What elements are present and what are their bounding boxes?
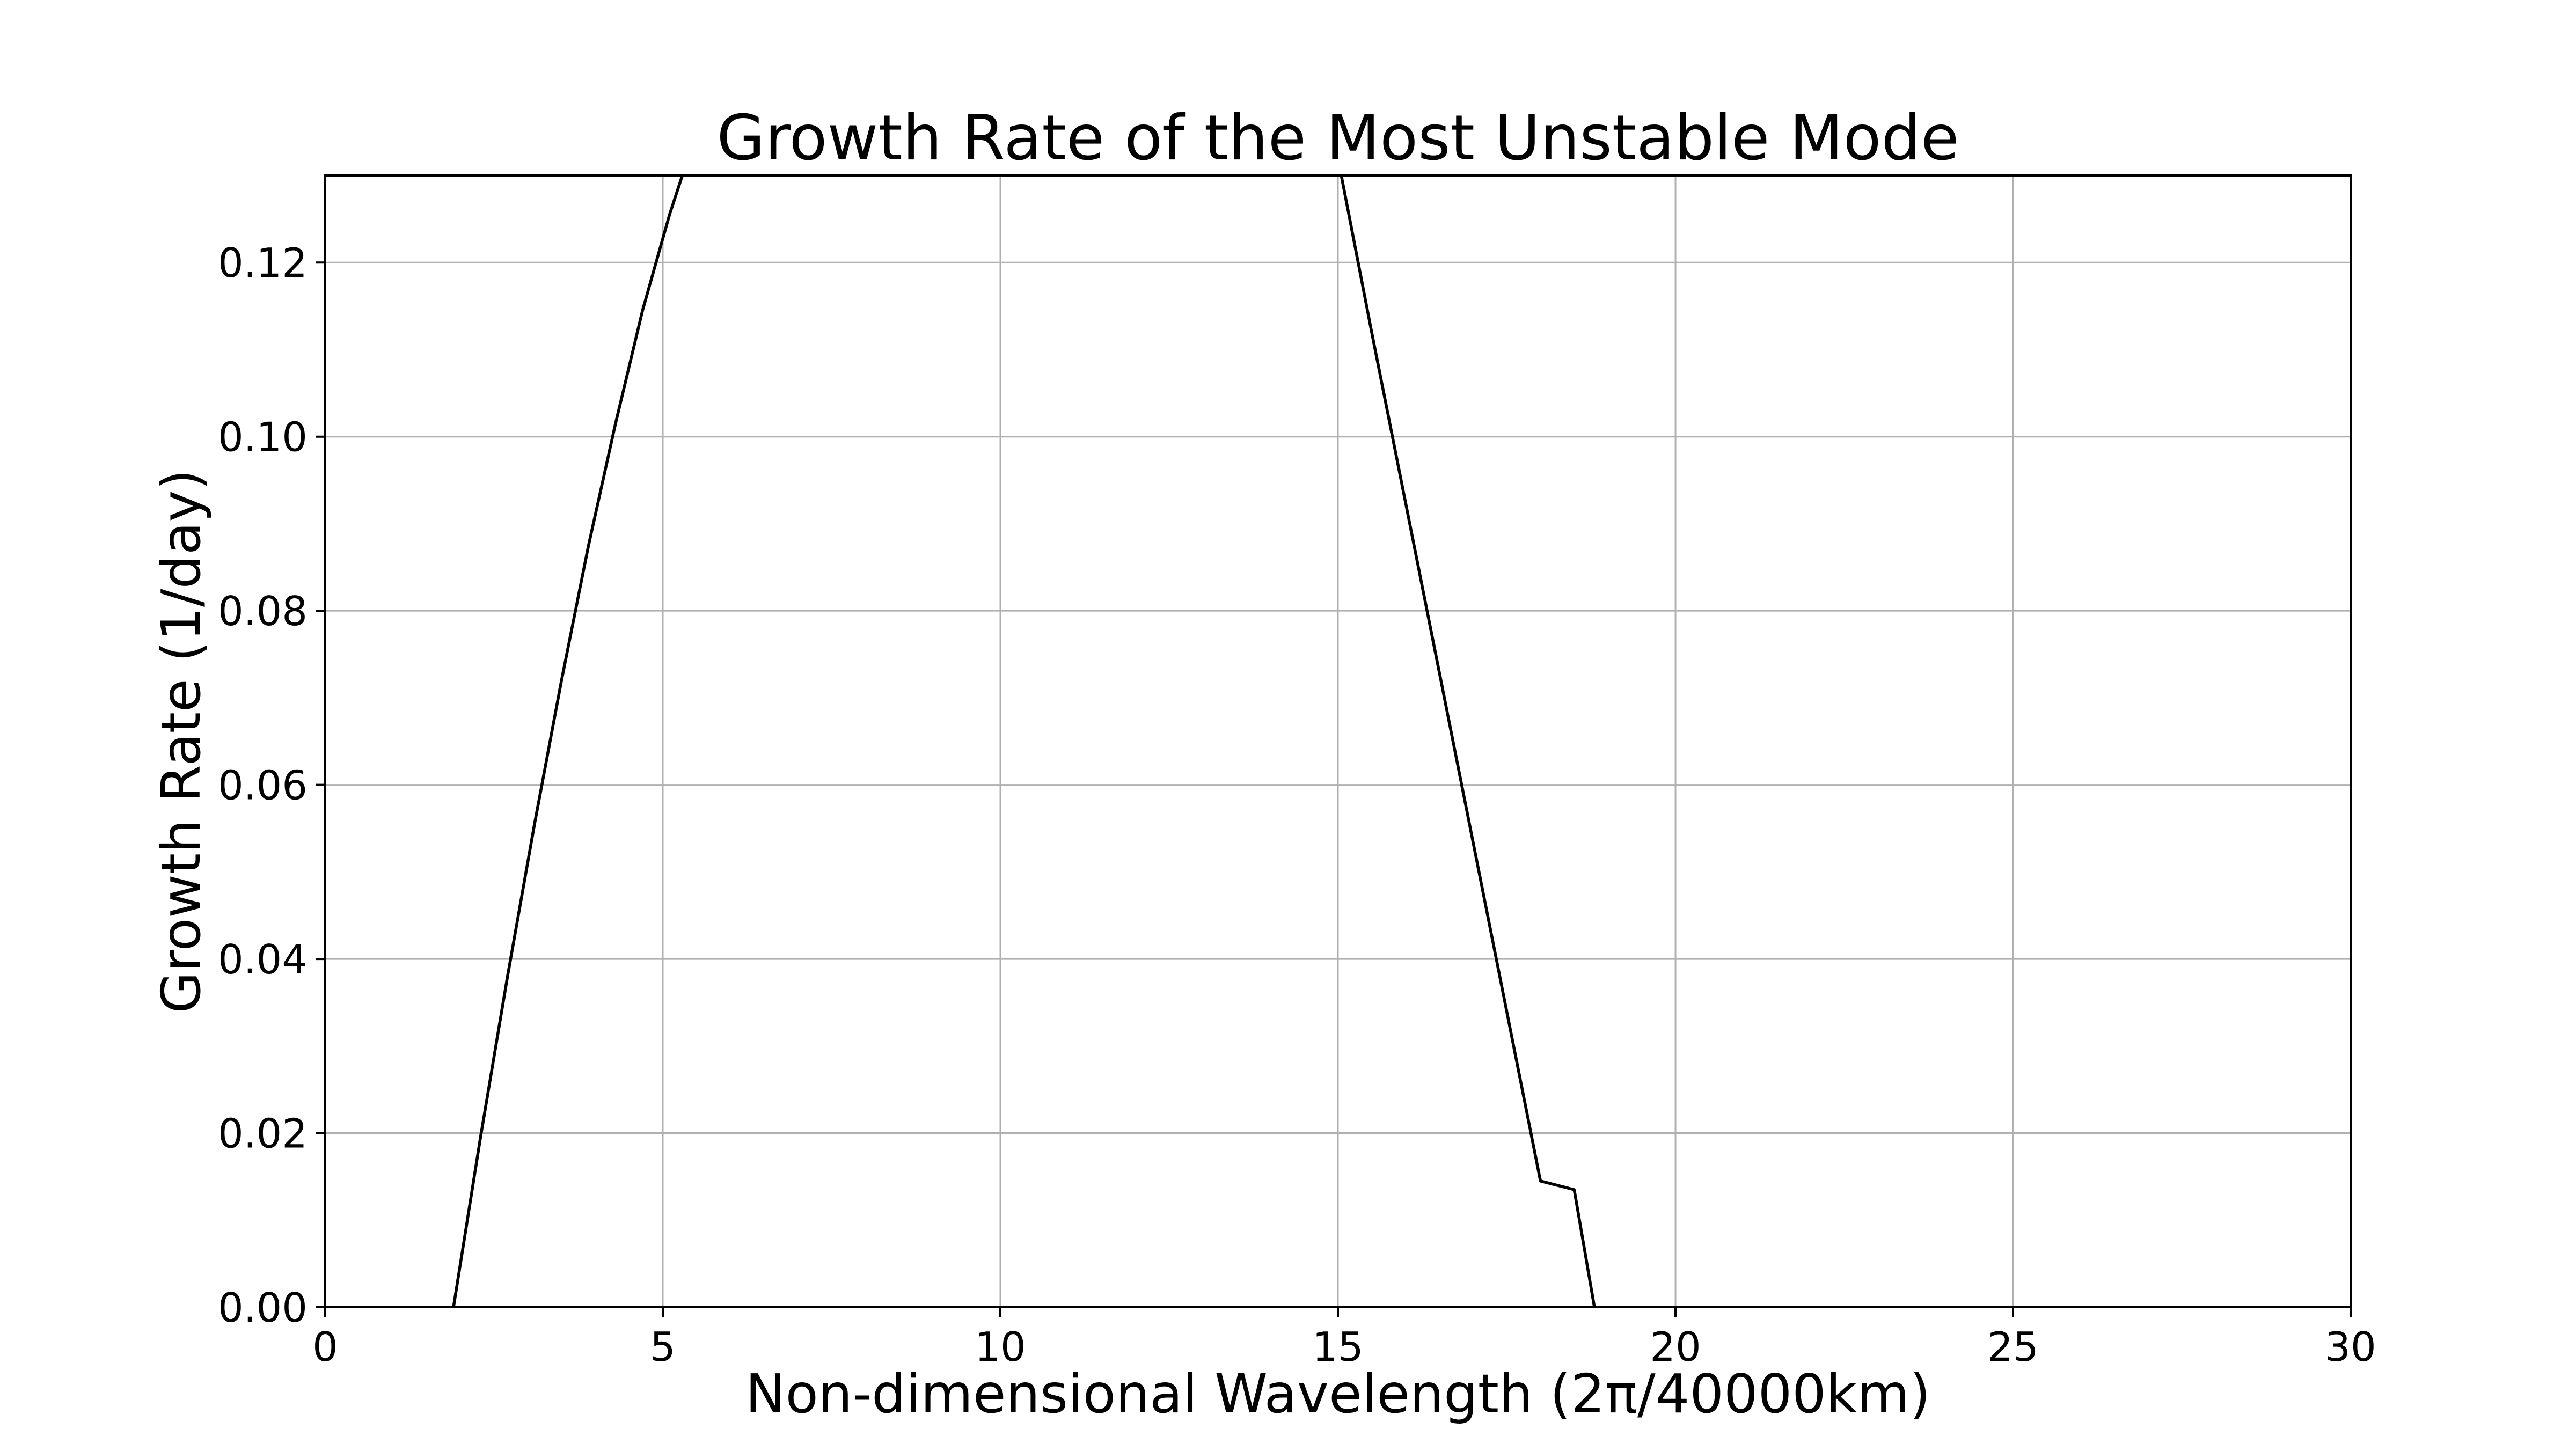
x-tick-label: 25 xyxy=(1987,1323,2038,1371)
chart-title: Growth Rate of the Most Unstable Mode xyxy=(717,102,1959,174)
y-tick-label: 0.12 xyxy=(218,239,308,287)
x-axis-label: Non-dimensional Wavelength (2π/40000km) xyxy=(745,1362,1930,1425)
series-layer xyxy=(452,175,1596,1307)
x-tick-label: 30 xyxy=(2325,1323,2376,1371)
series-line-2 xyxy=(1340,175,1596,1307)
x-tick-label: 15 xyxy=(1312,1323,1363,1371)
axis-ticks: 0 5 10 15 20 25 30 0.00 0.02 0.04 0.06 0.08 0.10 0.12 xyxy=(218,239,2376,1371)
y-tick-label: 0.02 xyxy=(218,1110,308,1157)
y-tick-label: 0.00 xyxy=(218,1284,308,1331)
y-tick-label: 0.10 xyxy=(218,414,308,461)
y-tick-label: 0.04 xyxy=(218,936,308,983)
series-line-1 xyxy=(452,175,722,1307)
y-axis-label: Growth Rate (1/day) xyxy=(150,469,213,1013)
x-tick-label: 0 xyxy=(312,1323,338,1371)
y-tick-label: 0.08 xyxy=(218,588,308,635)
x-tick-label: 20 xyxy=(1650,1323,1701,1371)
x-tick-label: 10 xyxy=(975,1323,1026,1371)
x-tick-label: 5 xyxy=(650,1323,676,1371)
grid xyxy=(324,175,2352,1308)
y-tick-label: 0.06 xyxy=(218,762,308,809)
